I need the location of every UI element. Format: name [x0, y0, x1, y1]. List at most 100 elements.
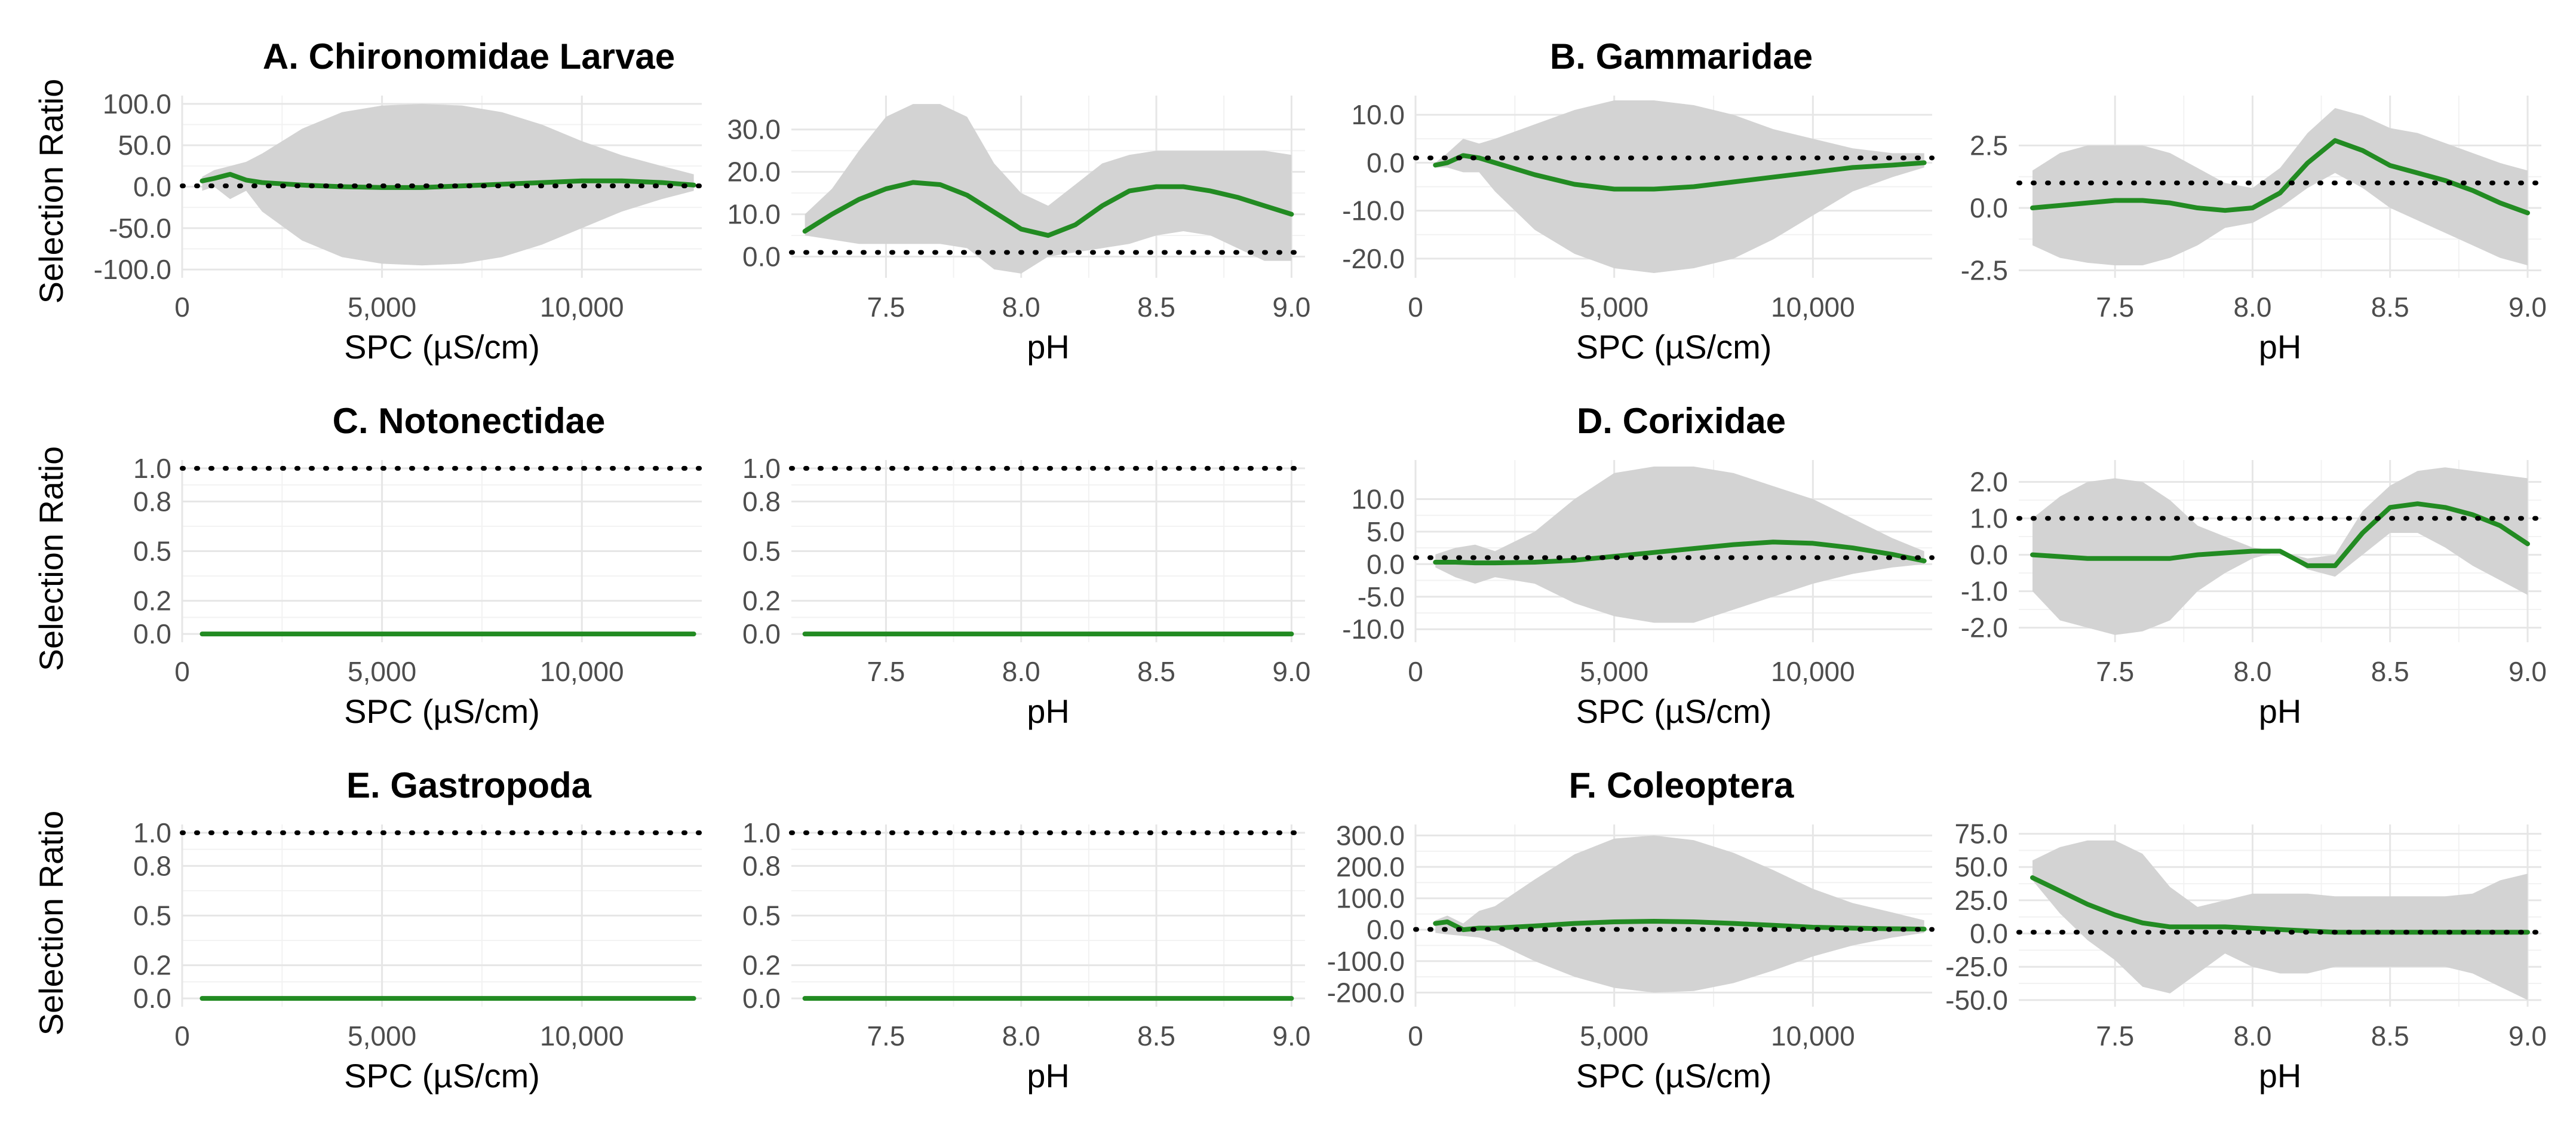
y-tick-label: 0.5: [133, 536, 171, 567]
x-tick-label: 0: [1408, 1020, 1423, 1052]
x-tick-label: 0: [1408, 292, 1423, 323]
panel-b-ph: 7.5 8.0 8.5 9.0 -2.5 0.0 2.5 pH: [1961, 96, 2547, 366]
confidence-ribbon: [2032, 108, 2528, 266]
x-tick-label: 8.5: [2371, 1020, 2409, 1052]
y-tick-label: -100.0: [1327, 946, 1405, 977]
x-tick-label: 7.5: [867, 656, 905, 687]
x-tick-label: 0: [174, 1020, 190, 1052]
x-axis-title: pH: [2259, 692, 2302, 730]
y-tick-label: 1.0: [1970, 503, 2008, 534]
selection-ratio-line: [199, 171, 696, 190]
y-tick-label: 30.0: [727, 114, 781, 145]
y-tick-label: -2.0: [1961, 612, 2008, 643]
y-tick-label: 0.0: [1970, 539, 2008, 571]
x-tick-label: 9.0: [2509, 292, 2547, 323]
y-tick-label: 0.2: [133, 585, 171, 617]
x-tick-label: 5,000: [1580, 1020, 1648, 1052]
panel-d: 0 5,000 10,000 -10.0-5.00.05.010.0 SPC (µS/c…: [1342, 460, 1935, 730]
y-tick-label: 2.0: [1970, 467, 2008, 498]
y-tick-label: 0.0: [1367, 548, 1405, 580]
y-tick-label: -5.0: [1358, 581, 1405, 612]
confidence-ribbon: [805, 104, 1292, 274]
x-axis-title: pH: [2259, 1057, 2302, 1095]
panel-title-f: F. Coleoptera: [1569, 765, 1794, 805]
x-tick-label: 7.5: [2096, 292, 2134, 323]
x-tick-label: 8.5: [1137, 292, 1175, 323]
x-tick-label: 9.0: [1272, 1020, 1310, 1052]
x-tick-label: 10,000: [1771, 656, 1855, 687]
x-tick-label: 5,000: [348, 656, 416, 687]
y-tick-label: 0.0: [742, 618, 781, 649]
y-tick-label: 1.0: [742, 817, 781, 848]
y-tick-label: 0.2: [133, 950, 171, 981]
y-tick-label: 25.0: [1954, 885, 2008, 916]
panel-b: 0 5,000 10,000 -20.0 -10.0 0.0 10.0 SPC (µS/cm): [1342, 96, 1935, 366]
x-tick-label: 10,000: [1771, 1020, 1855, 1052]
y-tick-label: 0.0: [742, 983, 781, 1014]
panel-title-c: C. Notonectidae: [333, 401, 606, 441]
x-tick-label: 9.0: [1272, 292, 1310, 323]
y-tick-label: 0.8: [133, 486, 171, 517]
confidence-ribbon: [2032, 840, 2528, 1000]
panel-f-ph: 7.5 8.0 8.5 9.0 -50.0-25.00.025.050.075.0 pH: [1945, 818, 2547, 1095]
confidence-ribbon: [1435, 466, 1924, 623]
y-tick-label: 1.0: [133, 817, 171, 848]
y-tick-label: 0.5: [133, 900, 171, 931]
y-tick-label: -100.0: [94, 254, 171, 285]
y-tick-label: 10.0: [727, 199, 781, 230]
y-tick-label: 0.5: [742, 900, 781, 931]
y-tick-label: -200.0: [1327, 977, 1405, 1008]
x-tick-label: 0: [1408, 656, 1423, 687]
panel-d-ph: 7.5 8.0 8.5 9.0 -2.0 -1.0 0.0 1.0 2.0 pH: [1961, 460, 2547, 730]
y-tick-label: 300.0: [1336, 820, 1405, 851]
x-tick-label: 9.0: [2509, 656, 2547, 687]
panels: 0 5,000 10,000 -100.0 -50.0 0.0 50.0 100.0 SPC (…: [94, 88, 2547, 1095]
y-tick-label: 0.0: [1970, 918, 2008, 949]
panel-f: 0 5,000 10,000 -200.0-100.00.0100.0200.0300…: [1327, 820, 1935, 1095]
x-tick-label: 5,000: [1580, 656, 1648, 687]
x-tick-label: 8.0: [1002, 292, 1040, 323]
y-tick-label: -20.0: [1342, 243, 1405, 274]
x-axis-title: SPC (µS/cm): [344, 328, 540, 366]
y-tick-label: 0.0: [133, 983, 171, 1014]
y-tick-label: 0.8: [133, 850, 171, 881]
y-tick-label: 200.0: [1336, 851, 1405, 882]
x-tick-label: 10,000: [1771, 292, 1855, 323]
selection-ratio-line: [2030, 501, 2530, 568]
y-tick-label: -2.5: [1961, 255, 2008, 286]
y-axis-title-row-2: Selection Ratio: [32, 446, 70, 672]
x-tick-label: 7.5: [2096, 656, 2134, 687]
y-tick-label: -50.0: [109, 213, 171, 244]
panel-e: 0 5,000 10,000 0.00.2 0.5 0.81.0 SPC (µS/cm): [133, 817, 704, 1095]
x-tick-label: 10,000: [540, 292, 624, 323]
x-axis-title: SPC (µS/cm): [344, 1057, 540, 1095]
y-tick-label: 0.2: [742, 585, 781, 617]
y-tick-label: 75.0: [1954, 818, 2008, 850]
panel-e-ph: 7.5 8.0 8.5 9.0 0.00.2 0.5 0.81.0 pH: [742, 817, 1310, 1095]
x-tick-label: 5,000: [348, 1020, 416, 1052]
y-tick-label: 100.0: [103, 88, 171, 119]
x-tick-label: 0: [174, 656, 190, 687]
y-tick-label: 10.0: [1351, 483, 1405, 514]
confidence-ribbon: [1435, 835, 1924, 993]
y-tick-label: 0.8: [742, 850, 781, 881]
y-tick-label: 0.8: [742, 486, 781, 517]
x-tick-label: 10,000: [540, 1020, 624, 1052]
x-tick-label: 8.5: [2371, 292, 2409, 323]
y-axis-title-row-1: Selection Ratio: [32, 79, 70, 304]
x-axis-title: pH: [2259, 328, 2302, 366]
y-axis-title-row-3: Selection Ratio: [32, 811, 70, 1036]
x-axis-title: SPC (µS/cm): [1576, 328, 1772, 366]
x-tick-label: 0: [174, 292, 190, 323]
x-axis-title: SPC (µS/cm): [1576, 1057, 1772, 1095]
x-tick-label: 5,000: [1580, 292, 1648, 323]
x-axis-title: pH: [1027, 328, 1070, 366]
y-tick-label: 0.0: [133, 618, 171, 649]
y-tick-label: 0.0: [133, 171, 171, 203]
x-tick-label: 7.5: [867, 1020, 905, 1052]
selection-ratio-line: [802, 180, 1294, 238]
x-tick-label: 8.0: [1002, 656, 1040, 687]
y-tick-label: 50.0: [118, 130, 171, 161]
x-axis-title: pH: [1027, 1057, 1070, 1095]
